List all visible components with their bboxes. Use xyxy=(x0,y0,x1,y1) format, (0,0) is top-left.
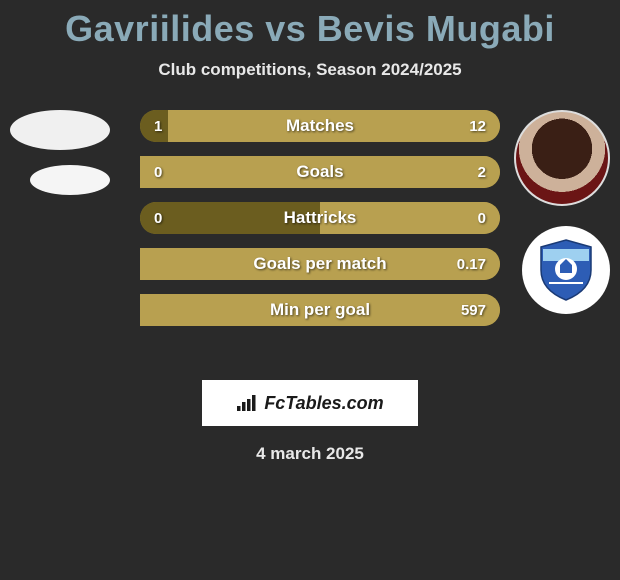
player-left-club-badge xyxy=(30,165,110,195)
stat-label: Goals per match xyxy=(253,254,386,274)
stat-row: 0 Goals 2 xyxy=(140,156,500,188)
stat-value-right: 597 xyxy=(461,302,486,319)
stat-row: 0 Hattricks 0 xyxy=(140,202,500,234)
stat-value-right: 0.17 xyxy=(457,256,486,273)
player-left-container xyxy=(10,110,110,195)
comparison-title: Gavriilides vs Bevis Mugabi xyxy=(0,0,620,50)
stat-bars: 1 Matches 12 0 Goals 2 0 Hattricks 0 Goals per ma… xyxy=(140,110,500,340)
stat-value-right: 2 xyxy=(478,164,486,181)
player-right-photo xyxy=(514,110,610,206)
stat-label: Min per goal xyxy=(270,300,370,320)
stat-label: Hattricks xyxy=(284,208,357,228)
stat-row: Goals per match 0.17 xyxy=(140,248,500,280)
watermark-banner: FcTables.com xyxy=(202,380,418,426)
stat-value-left: 0 xyxy=(154,210,162,227)
player-right-container xyxy=(514,110,610,314)
stat-label: Matches xyxy=(286,116,354,136)
player-left-photo xyxy=(10,110,110,150)
stat-value-right: 12 xyxy=(469,118,486,135)
comparison-subtitle: Club competitions, Season 2024/2025 xyxy=(0,60,620,80)
stat-row: Min per goal 597 xyxy=(140,294,500,326)
stat-value-left: 1 xyxy=(154,118,162,135)
comparison-date: 4 march 2025 xyxy=(0,444,620,464)
club-crest-icon xyxy=(531,235,601,305)
stat-value-right: 0 xyxy=(478,210,486,227)
stat-value-left: 0 xyxy=(154,164,162,181)
watermark-text: FcTables.com xyxy=(264,393,383,414)
stat-row: 1 Matches 12 xyxy=(140,110,500,142)
chart-icon xyxy=(236,394,258,412)
player-right-club-badge xyxy=(522,226,610,314)
stats-area: 1 Matches 12 0 Goals 2 0 Hattricks 0 Goals per ma… xyxy=(0,110,620,370)
stat-label: Goals xyxy=(296,162,343,182)
